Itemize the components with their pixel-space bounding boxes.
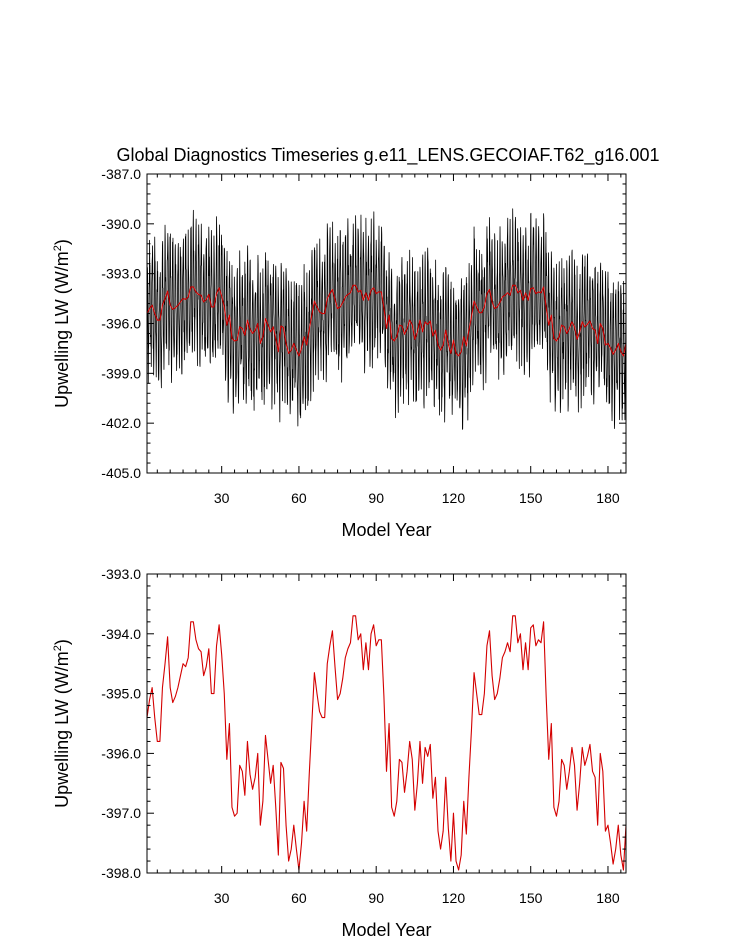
y-tick-label: -395.0 — [101, 686, 141, 702]
figure-title: Global Diagnostics Timeseries g.e11_LENS… — [117, 145, 660, 166]
series-annual-mean — [147, 284, 626, 357]
x-tick-label: 120 — [442, 890, 466, 906]
y-tick-label: -399.0 — [101, 365, 141, 381]
x-axis-label: Model Year — [341, 920, 431, 940]
x-tick-label: 30 — [214, 490, 230, 506]
x-tick-label: 150 — [519, 490, 543, 506]
y-tick-label: -394.0 — [101, 626, 141, 642]
x-tick-label: 150 — [519, 890, 543, 906]
y-axis-label: Upwelling LW (W/m2) — [52, 639, 72, 808]
x-tick-label: 90 — [368, 890, 384, 906]
x-tick-label: 180 — [596, 890, 620, 906]
chart-panel-2: 30 60 90 120 150 180 -398.0 -397.0 -396.0 -395.0 -… — [52, 566, 627, 940]
series-annual-mean — [147, 615, 626, 871]
chart-panel-1: 30 60 90 120 150 180 -405.0 -402.0 -399.0 -396.0 -… — [52, 166, 627, 540]
x-tick-label: 120 — [442, 490, 466, 506]
y-tick-label: -393.0 — [101, 266, 141, 282]
y-tick-label: -396.0 — [101, 745, 141, 761]
panels: 30 60 90 120 150 180 -405.0 -402.0 -399.0 -396.0 -… — [52, 166, 627, 940]
y-tick-label: -398.0 — [101, 865, 141, 881]
y-axis-label-close: ) — [52, 639, 72, 645]
x-tick-label: 180 — [596, 490, 620, 506]
y-tick-label: -396.0 — [101, 316, 141, 332]
x-tick-label: 60 — [291, 890, 307, 906]
y-tick-label: -390.0 — [101, 216, 141, 232]
y-axis-label-main: Upwelling LW (W/m — [52, 251, 72, 408]
y-tick-label: -402.0 — [101, 415, 141, 431]
y-tick-label: -387.0 — [101, 166, 141, 182]
series-monthly — [147, 208, 626, 430]
y-tick-label: -393.0 — [101, 566, 141, 582]
y-axis-label: Upwelling LW (W/m2) — [52, 239, 72, 408]
plot-frame — [146, 573, 627, 874]
y-tick-label: -405.0 — [101, 465, 141, 481]
y-axis-label-main: Upwelling LW (W/m — [52, 651, 72, 808]
x-tick-label: 90 — [368, 490, 384, 506]
y-tick-label: -397.0 — [101, 805, 141, 821]
y-axis-label-superscript: 2 — [52, 645, 64, 651]
y-axis-label-close: ) — [52, 239, 72, 245]
y-axis-label-superscript: 2 — [52, 245, 64, 251]
plot-frame — [146, 173, 627, 474]
x-axis-label: Model Year — [341, 520, 431, 540]
x-tick-label: 30 — [214, 890, 230, 906]
x-tick-label: 60 — [291, 490, 307, 506]
